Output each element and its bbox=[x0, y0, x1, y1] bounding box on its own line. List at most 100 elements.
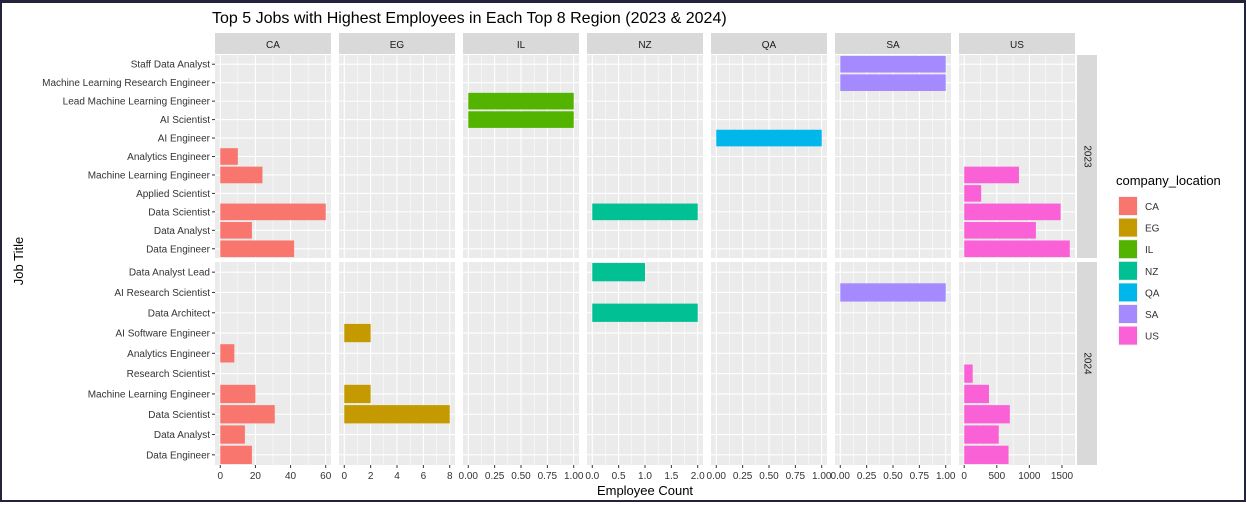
legend-swatch-us bbox=[1119, 326, 1137, 345]
y-tick-label: Applied Scientist bbox=[136, 189, 210, 200]
x-tick-label-ca: 60 bbox=[320, 471, 332, 482]
facet-strip-sa bbox=[835, 33, 951, 54]
x-tick-label-il: 0.75 bbox=[538, 471, 558, 482]
x-axis-title: Employee Count bbox=[597, 483, 693, 498]
legend-swatch-ca bbox=[1119, 197, 1137, 215]
chart-title: Top 5 Jobs with Highest Employees in Eac… bbox=[212, 10, 727, 27]
y-tick-label: Data Scientist bbox=[148, 410, 210, 421]
facet-strip-label-sa: SA bbox=[886, 40, 900, 51]
x-tick-label-eg: 0 bbox=[341, 471, 347, 482]
bar-2024-us-data-analyst bbox=[964, 425, 999, 444]
bar-2023-sa-machine-learning-research-engineer bbox=[840, 74, 946, 91]
bar-2023-us-machine-learning-engineer bbox=[964, 166, 1019, 184]
bar-2023-sa-staff-data-analyst bbox=[840, 55, 946, 73]
bar-2023-nz-data-scientist bbox=[592, 203, 698, 221]
x-tick-label-sa: 0.75 bbox=[910, 471, 930, 482]
x-tick-label-qa: 0.50 bbox=[759, 471, 779, 482]
x-tick-label-nz: 0.5 bbox=[612, 471, 626, 482]
x-tick-label-il: 1.00 bbox=[564, 471, 584, 482]
x-tick-label-nz: 1.5 bbox=[664, 471, 678, 482]
facet-strip-label-2024: 2024 bbox=[1081, 352, 1092, 375]
y-tick-label: AI Research Scientist bbox=[114, 288, 210, 299]
legend-label-us: US bbox=[1145, 332, 1159, 343]
x-tick-label-nz: 1.0 bbox=[638, 471, 652, 482]
bar-2024-ca-data-analyst bbox=[220, 425, 245, 444]
facet-strip-2023 bbox=[1077, 55, 1097, 258]
legend-swatch-eg bbox=[1119, 218, 1137, 237]
y-tick-label: Research Scientist bbox=[127, 369, 211, 380]
bar-2024-us-data-engineer bbox=[964, 445, 1009, 464]
x-tick-label-eg: 4 bbox=[394, 471, 400, 482]
y-tick-label: Data Analyst bbox=[154, 430, 210, 441]
x-tick-label-qa: 0.75 bbox=[786, 471, 806, 482]
legend-title: company_location bbox=[1116, 173, 1221, 188]
bar-2023-ca-data-scientist bbox=[220, 203, 326, 221]
facet-strip-label-2023: 2023 bbox=[1081, 145, 1092, 168]
facet-strip-label-il: IL bbox=[517, 40, 526, 51]
x-tick-label-sa: 0.50 bbox=[883, 471, 903, 482]
legend-label-eg: EG bbox=[1145, 224, 1160, 235]
x-tick-label-us: 1000 bbox=[1018, 471, 1041, 482]
bar-2024-ca-data-engineer bbox=[220, 445, 252, 464]
y-tick-label: Data Analyst Lead bbox=[129, 268, 210, 279]
bar-2024-us-data-scientist bbox=[964, 405, 1010, 424]
y-tick-label: Analytics Engineer bbox=[127, 152, 210, 163]
facet-strip-il bbox=[463, 33, 579, 54]
x-tick-label-nz: 2.0 bbox=[691, 471, 705, 482]
faceted-bar-chart: Top 5 Jobs with Highest Employees in Eac… bbox=[11, 10, 1221, 498]
x-tick-label-eg: 8 bbox=[447, 471, 453, 482]
bar-2024-us-research-scientist bbox=[964, 364, 973, 383]
facet-strip-label-eg: EG bbox=[390, 40, 405, 51]
facet-strip-qa bbox=[711, 33, 827, 54]
bar-2024-ca-data-scientist bbox=[220, 405, 275, 424]
bar-2024-nz-data-analyst-lead bbox=[592, 263, 645, 282]
y-tick-label: Data Architect bbox=[148, 308, 210, 319]
x-tick-label-us: 500 bbox=[988, 471, 1005, 482]
x-tick-label-il: 0.50 bbox=[511, 471, 531, 482]
y-tick-label: Data Engineer bbox=[146, 450, 211, 461]
x-tick-label-ca: 20 bbox=[250, 471, 262, 482]
x-tick-label-eg: 2 bbox=[368, 471, 374, 482]
y-tick-label: Machine Learning Engineer bbox=[88, 170, 211, 181]
y-axis-title: Job Title bbox=[11, 237, 26, 285]
y-tick-label: Staff Data Analyst bbox=[131, 60, 211, 71]
bar-2023-us-data-scientist bbox=[964, 203, 1061, 221]
facet-strip-label-nz: NZ bbox=[638, 40, 651, 51]
bar-2023-us-data-engineer bbox=[964, 240, 1070, 258]
x-tick-label-qa: 0.25 bbox=[733, 471, 753, 482]
facet-strip-us bbox=[959, 33, 1075, 54]
x-tick-label-qa: 0.00 bbox=[707, 471, 727, 482]
bar-2024-eg-data-scientist bbox=[344, 405, 450, 424]
bar-2023-qa-ai-engineer bbox=[716, 129, 822, 147]
legend-label-sa: SA bbox=[1145, 310, 1159, 321]
legend-label-qa: QA bbox=[1145, 288, 1160, 299]
x-tick-label-ca: 40 bbox=[285, 471, 297, 482]
facet-strip-ca bbox=[215, 33, 331, 54]
bar-2023-ca-data-engineer bbox=[220, 240, 295, 258]
x-tick-label-il: 0.25 bbox=[485, 471, 505, 482]
x-tick-label-qa: 1.00 bbox=[812, 471, 832, 482]
y-tick-label: Machine Learning Research Engineer bbox=[42, 78, 211, 89]
bar-2024-eg-machine-learning-engineer bbox=[344, 384, 371, 404]
facet-strip-eg bbox=[339, 33, 455, 54]
x-tick-label-nz: 0.0 bbox=[585, 471, 599, 482]
x-tick-label-ca: 0 bbox=[217, 471, 223, 482]
x-tick-label-sa: 0.25 bbox=[857, 471, 877, 482]
x-tick-label-sa: 1.00 bbox=[936, 471, 956, 482]
bar-2024-nz-data-architect bbox=[592, 303, 698, 322]
bar-2023-ca-analytics-engineer bbox=[220, 148, 238, 165]
facet-strip-label-qa: QA bbox=[762, 40, 777, 51]
x-tick-label-sa: 0.00 bbox=[831, 471, 851, 482]
bar-2024-us-machine-learning-engineer bbox=[964, 384, 989, 404]
legend-swatch-nz bbox=[1119, 261, 1137, 280]
legend-label-ca: CA bbox=[1145, 202, 1159, 213]
legend-swatch-sa bbox=[1119, 305, 1137, 323]
bar-2023-ca-data-analyst bbox=[220, 222, 252, 239]
x-tick-label-il: 0.00 bbox=[459, 471, 479, 482]
legend-label-il: IL bbox=[1145, 245, 1154, 256]
bar-2024-ca-machine-learning-engineer bbox=[220, 384, 256, 404]
bar-2023-il-ai-scientist bbox=[468, 111, 574, 128]
bar-2023-us-data-analyst bbox=[964, 222, 1036, 239]
bar-2024-eg-ai-software-engineer bbox=[344, 323, 371, 343]
y-tick-label: Lead Machine Learning Engineer bbox=[63, 97, 211, 108]
